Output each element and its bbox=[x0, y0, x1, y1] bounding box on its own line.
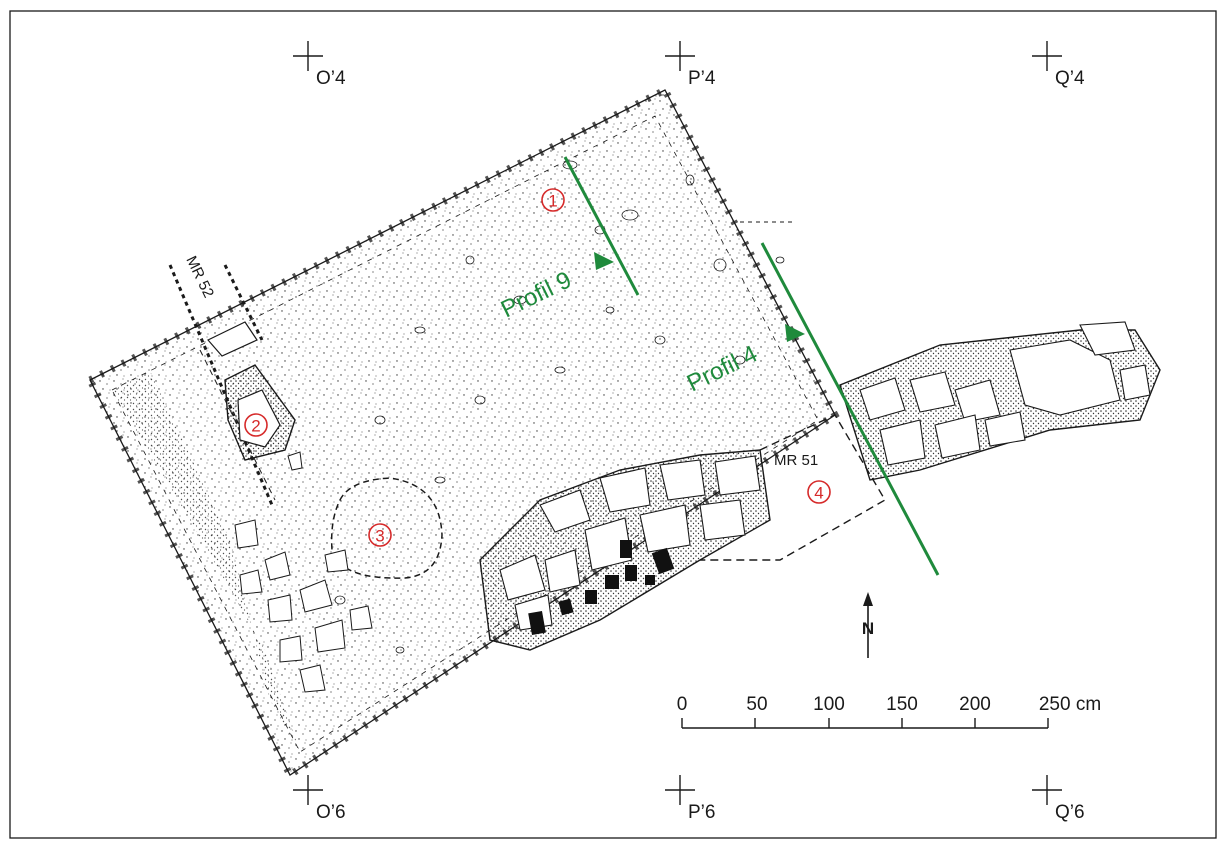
zone-marker-3: 3 bbox=[368, 523, 392, 547]
zone-marker-4: 4 bbox=[807, 480, 831, 504]
scale-tick-label: 200 bbox=[959, 694, 991, 715]
north-arrow-icon bbox=[863, 592, 873, 658]
north-arrow: N bbox=[862, 592, 874, 658]
grid-label-p6: P’6 bbox=[688, 802, 715, 823]
wall-mr51-label: MR 51 bbox=[774, 452, 818, 469]
wall-mr51 bbox=[479, 414, 886, 651]
grid-label-o6: O’6 bbox=[316, 802, 346, 823]
wall-mr52-label: MR 52 bbox=[182, 253, 217, 300]
grid-crosses bbox=[293, 41, 1062, 805]
grid-cross-icon bbox=[293, 41, 323, 71]
grid-cross-icon bbox=[665, 775, 695, 805]
scale-bar: 0 50 100 150 200 250 cm bbox=[677, 694, 1101, 729]
svg-text:1: 1 bbox=[548, 192, 557, 211]
rock-wall-east bbox=[839, 321, 1161, 481]
scattered-stones bbox=[234, 519, 373, 693]
grid-label-q6: Q’6 bbox=[1055, 802, 1085, 823]
svg-text:2: 2 bbox=[251, 417, 260, 436]
grid-cross-icon bbox=[1032, 41, 1062, 71]
grid-cross-icon bbox=[293, 775, 323, 805]
scale-tick-label: 250 cm bbox=[1039, 694, 1101, 715]
grid-cross-icon bbox=[665, 41, 695, 71]
figure-border bbox=[9, 10, 1217, 839]
grid-cross-icon bbox=[1032, 775, 1062, 805]
scale-tick-label: 100 bbox=[813, 694, 845, 715]
zone-3-outline bbox=[330, 477, 443, 579]
zone-marker-2: 2 bbox=[244, 413, 268, 437]
profile-arrow-icon bbox=[785, 324, 805, 342]
zone-marker-1: 1 bbox=[541, 188, 565, 212]
grid-label-o4: O’4 bbox=[316, 68, 346, 89]
scale-tick-label: 50 bbox=[746, 694, 767, 715]
grid-label-p4: P’4 bbox=[688, 68, 716, 89]
grid-label-q4: Q’4 bbox=[1055, 68, 1085, 89]
svg-text:4: 4 bbox=[814, 484, 823, 503]
profile-arrow-icon bbox=[594, 252, 614, 270]
excavation-area bbox=[85, 85, 840, 781]
wall-mr52 bbox=[168, 264, 303, 506]
scale-tick-label: 150 bbox=[886, 694, 918, 715]
north-label: N bbox=[862, 619, 874, 638]
profile-4-line bbox=[760, 242, 940, 576]
svg-text:3: 3 bbox=[375, 527, 384, 546]
profile-9-line bbox=[563, 156, 640, 296]
scale-tick-label: 0 bbox=[677, 694, 688, 715]
